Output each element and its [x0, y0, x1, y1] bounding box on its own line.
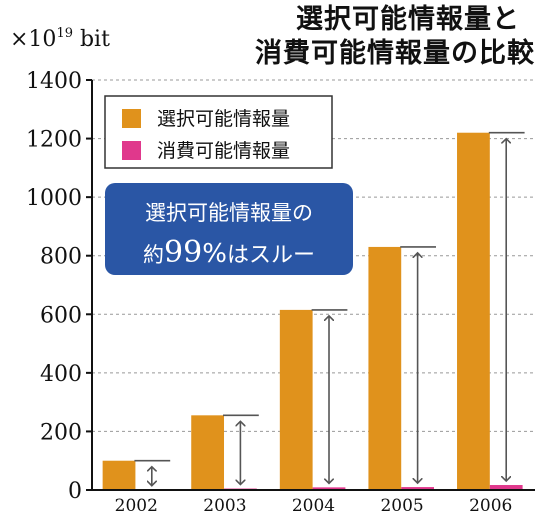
- y-tick-label-600: 600: [40, 303, 82, 328]
- bars: [102, 132, 523, 490]
- bar-consumable-2006: [489, 485, 523, 490]
- x-tick-label-2004: 2004: [292, 496, 335, 516]
- bar-selectable-2004: [279, 309, 313, 490]
- y-unit-label: ×1019 bit: [10, 26, 110, 52]
- chart-title-line2: 消費可能情報量の比較: [255, 37, 535, 69]
- legend-label-consumable: 消費可能情報量: [157, 140, 290, 162]
- y-tick-label-800: 800: [40, 245, 82, 270]
- y-axis-ticks: 0 200 400 600 800 1000 1200 1400: [26, 69, 92, 504]
- bar-selectable-2005: [368, 246, 402, 490]
- x-tick-label-2005: 2005: [380, 496, 423, 516]
- x-tick-label-2002: 2002: [115, 496, 158, 516]
- legend-label-selectable: 選択可能情報量: [157, 108, 290, 130]
- chart-title-line1: 選択可能情報量と: [296, 3, 520, 35]
- legend-box: [104, 95, 333, 169]
- x-tick-label-2003: 2003: [203, 496, 246, 516]
- annotation-box: [105, 183, 353, 275]
- y-tick-label-1200: 1200: [26, 128, 82, 153]
- legend: 選択可能情報量 消費可能情報量: [104, 95, 333, 169]
- y-tick-label-1000: 1000: [26, 186, 82, 211]
- legend-swatch-consumable: [122, 141, 141, 160]
- annotation-callout: 選択可能情報量の 約99%はスルー: [105, 183, 353, 275]
- bar-consumable-2005: [401, 487, 434, 490]
- legend-swatch-selectable: [122, 109, 141, 128]
- annotation-line1: 選択可能情報量の: [145, 201, 313, 225]
- y-tick-label-0: 0: [68, 479, 82, 504]
- gap-arrows: [134, 131, 525, 486]
- annotation-line2: 約99%はスルー: [143, 235, 315, 270]
- y-tick-label-400: 400: [40, 362, 82, 387]
- y-tick-label-200: 200: [40, 420, 82, 445]
- bar-selectable-2002: [102, 460, 136, 490]
- bar-selectable-2006: [457, 132, 490, 490]
- x-tick-label-2006: 2006: [469, 496, 512, 516]
- x-axis-labels: 2002 2003 2004 2005 2006: [115, 496, 513, 516]
- bar-selectable-2003: [191, 415, 225, 490]
- y-tick-label-1400: 1400: [26, 69, 82, 94]
- bar-consumable-2004: [312, 487, 346, 490]
